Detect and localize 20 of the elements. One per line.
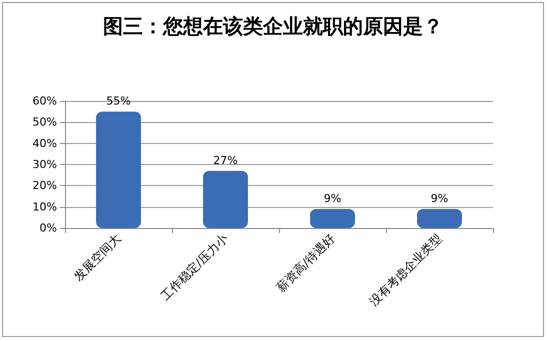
bar xyxy=(310,208,355,228)
y-tick-label: 20% xyxy=(32,179,57,192)
data-label: 27% xyxy=(213,154,238,167)
y-tick-label: 0% xyxy=(40,222,57,234)
x-tick-label: 工作稳定/压力小 xyxy=(158,231,230,304)
data-label: 9% xyxy=(324,192,342,205)
bar xyxy=(203,170,248,228)
x-tick-label: 薪资高/待遇好 xyxy=(274,231,338,295)
y-tick-label: 30% xyxy=(32,158,57,171)
y-tick-label: 60% xyxy=(32,94,57,108)
bar xyxy=(96,112,141,228)
y-tick-label: 10% xyxy=(32,200,57,214)
y-tick-label: 50% xyxy=(32,116,57,129)
chart-title: 图三：您想在该类企业就职的原因是？ xyxy=(103,14,443,38)
data-label: 9% xyxy=(430,192,448,205)
x-tick-label: 发展空间大 xyxy=(71,231,124,284)
x-tick-label: 没有考虑企业类型 xyxy=(366,231,444,309)
y-tick-label: 40% xyxy=(32,136,57,150)
data-label: 55% xyxy=(106,94,131,108)
bar xyxy=(417,208,462,228)
